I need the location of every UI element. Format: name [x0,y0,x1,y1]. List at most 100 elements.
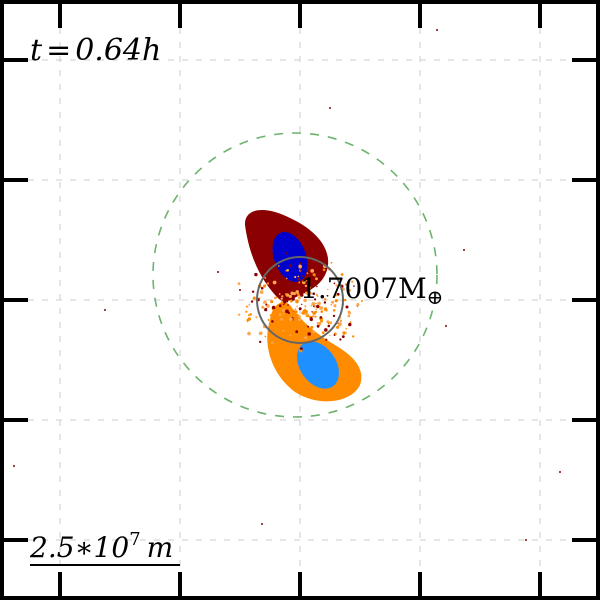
debris-particle [285,300,289,303]
debris-particle [290,291,295,296]
debris-particle [347,311,351,315]
debris-particle [304,305,307,308]
debris-particle [310,269,315,273]
debris-particle [314,275,316,277]
debris-particle [265,307,267,310]
debris-particle [317,301,321,306]
debris-particle [289,266,291,268]
debris-particle [436,29,438,31]
debris-particle [280,285,284,289]
debris-particle [340,273,344,276]
debris-particle [336,292,340,296]
debris-particle [249,313,252,316]
debris-particle [307,286,311,290]
debris-particle [305,312,309,316]
time-value: 0.64h [75,33,161,68]
debris-particle [287,304,289,306]
debris-particle [280,317,284,321]
debris-particle [296,293,300,296]
debris-particle [329,334,331,337]
light-blue-core [297,341,339,389]
debris-particle [347,288,351,292]
debris-particle [255,316,258,319]
debris-particle [339,319,343,323]
debris-particle [260,286,264,290]
debris-particle [316,304,320,309]
debris-particle [332,314,336,318]
debris-particle [291,297,295,301]
debris-particle [345,328,348,330]
debris-particle [345,305,349,309]
debris-particle [329,321,333,325]
debris-particle [302,275,304,277]
debris-particle [298,307,302,311]
debris-particle [290,281,294,284]
debris-particle [351,280,354,283]
debris-particle [320,319,323,323]
debris-particle [283,300,287,304]
debris-particle [463,249,465,251]
debris-particle [319,316,323,319]
debris-particle [275,296,278,299]
debris-particle [320,310,324,313]
debris-particle [304,336,308,340]
debris-particle [247,331,251,336]
debris-particle [312,330,316,334]
debris-particle [239,289,241,291]
debris-particles [13,29,561,541]
debris-particle [247,317,251,321]
debris-particle [356,303,360,307]
debris-particle [330,261,333,264]
debris-particle [348,322,352,327]
debris-particle [278,313,282,317]
debris-particle [298,318,301,322]
debris-particle [312,292,316,296]
scale-label: 2.5∗107 m [29,529,173,564]
debris-particle [343,298,347,302]
debris-particle [325,309,328,312]
debris-particle [307,332,312,336]
debris-particle [525,539,527,541]
debris-particle [297,277,301,281]
debris-particle [285,309,289,314]
debris-particle [344,283,348,286]
debris-particle [237,313,241,316]
debris-particle [282,309,285,312]
debris-particle [323,301,327,304]
debris-particle [289,317,293,322]
scale-exponent: 7 [129,529,140,550]
debris-particle [338,322,342,327]
debris-particle [296,305,298,308]
dark-blue-core [272,231,308,283]
debris-particle [335,284,338,287]
debris-particle [304,310,308,313]
debris-particle [308,291,312,295]
debris-particle [285,293,287,296]
debris-particle [334,299,338,303]
debris-particle [315,308,318,311]
debris-particle [339,338,342,341]
debris-particle [261,305,265,309]
debris-particle [298,315,301,318]
debris-particle [321,331,325,335]
debris-particle [299,262,302,265]
debris-particle [309,317,313,322]
debris-particle [13,465,15,467]
debris-particle [329,107,331,109]
debris-particle [267,319,270,321]
roche-limit-circle [152,132,438,418]
debris-particle [237,282,241,285]
debris-particle [327,288,329,291]
time-var: t [30,33,43,68]
debris-particle [312,315,315,318]
debris-particle [251,290,255,293]
debris-particle [281,295,284,298]
debris-particle [326,294,329,297]
debris-particle [295,330,299,334]
debris-particle [285,277,288,280]
debris-particle [263,284,267,288]
debris-particle [292,309,295,312]
debris-particle [283,312,285,315]
